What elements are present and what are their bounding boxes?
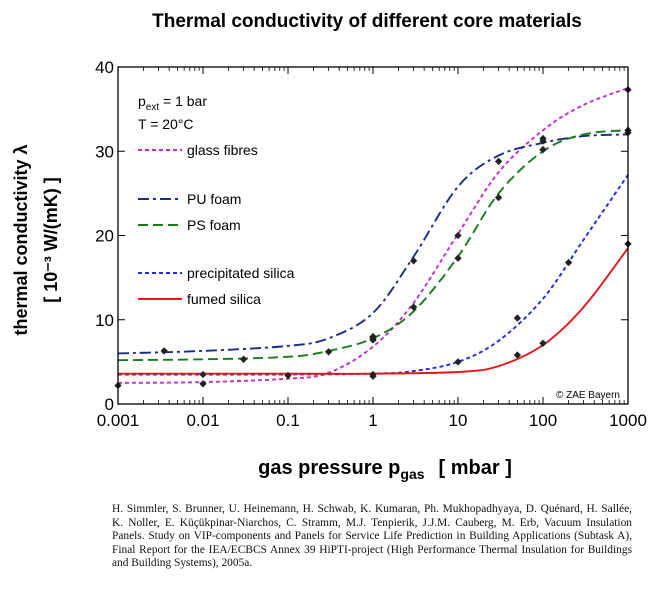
chart-title: Thermal conductivity of different core m… <box>152 11 582 32</box>
series-line-ps-foam <box>118 129 628 362</box>
temperature-condition: T = 20°C <box>138 116 194 132</box>
legend: glass fibres PU foam PS foam precipitated s… <box>138 142 295 307</box>
data-marker-pu-foam <box>539 134 547 143</box>
data-marker-precipitated-silica <box>564 258 573 267</box>
legend-label-precipitated-silica: precipitated silica <box>187 265 295 281</box>
y-tick-label: 40 <box>95 58 114 77</box>
data-marker-fumed-silica <box>513 351 522 359</box>
data-marker-fumed-silica <box>369 372 377 380</box>
x-tick-labels: 0.001 0.01 0.1 1 10 100 1000 <box>97 411 647 430</box>
legend-label-ps-foam: PS foam <box>187 217 241 233</box>
data-marker-ps-foam <box>539 145 547 154</box>
data-marker-fumed-silica <box>539 339 547 347</box>
data-marker-ps-foam <box>494 193 503 202</box>
zae-bayern-credit: © ZAE Bayern <box>556 390 620 401</box>
data-marker-glass-fibres <box>454 231 462 240</box>
y-tick-label: 10 <box>95 311 114 330</box>
data-marker-ps-foam <box>454 254 462 262</box>
data-marker-precipitated-silica <box>513 314 522 322</box>
y-tick-label: 0 <box>105 395 114 414</box>
series-line-pu-foam <box>118 133 628 355</box>
x-axis-label: gas pressure pgas[ mbar ] <box>258 457 512 482</box>
y-axis-label-line1: thermal conductivity λ <box>11 144 31 335</box>
data-marker-precipitated-silica <box>284 371 292 380</box>
x-tick-label: 1000 <box>609 411 647 430</box>
conditions-annotation: pext = 1 bar T = 20°C <box>138 93 207 132</box>
data-marker-pu-foam <box>409 257 418 265</box>
y-axis-label: thermal conductivity λ [ 10⁻³ W/(mK) ] <box>11 144 61 335</box>
series-line-glass-fibres <box>118 87 628 384</box>
series-line-fumed-silica <box>118 247 628 375</box>
legend-label-pu-foam: PU foam <box>187 191 241 207</box>
y-tick-label: 30 <box>95 142 114 161</box>
pressure-condition: pext = 1 bar <box>138 93 207 113</box>
x-tick-label: 0.01 <box>186 411 219 430</box>
legend-label-glass-fibres: glass fibres <box>187 142 258 158</box>
data-marker-glass-fibres <box>409 303 418 311</box>
y-axis-label-line2: [ 10⁻³ W/(mK) ] <box>41 177 61 303</box>
x-tick-label: 0.1 <box>276 411 300 430</box>
axis-ticks <box>117 66 629 405</box>
chart: Thermal conductivity of different core m… <box>11 11 647 482</box>
data-marker-ps-foam <box>324 348 333 356</box>
plot-frame <box>117 66 629 405</box>
y-tick-label: 20 <box>95 227 114 246</box>
x-tick-label: 10 <box>449 411 468 430</box>
data-marker-pu-foam <box>494 157 503 166</box>
x-tick-label: 0.001 <box>97 411 140 430</box>
x-tick-label: 100 <box>529 411 557 430</box>
data-marker-ps-foam <box>239 355 248 363</box>
y-tick-labels: 0 10 20 30 40 <box>95 58 114 414</box>
data-marker-precipitated-silica <box>199 370 207 379</box>
data-marker-precipitated-silica <box>454 358 462 366</box>
x-tick-label: 1 <box>368 411 377 430</box>
data-marker-pu-foam <box>160 347 168 355</box>
citation: H. Simmler, S. Brunner, U. Heinemann, H.… <box>112 503 632 569</box>
legend-label-fumed-silica: fumed silica <box>187 291 261 307</box>
data-marker-ps-foam <box>369 336 377 344</box>
